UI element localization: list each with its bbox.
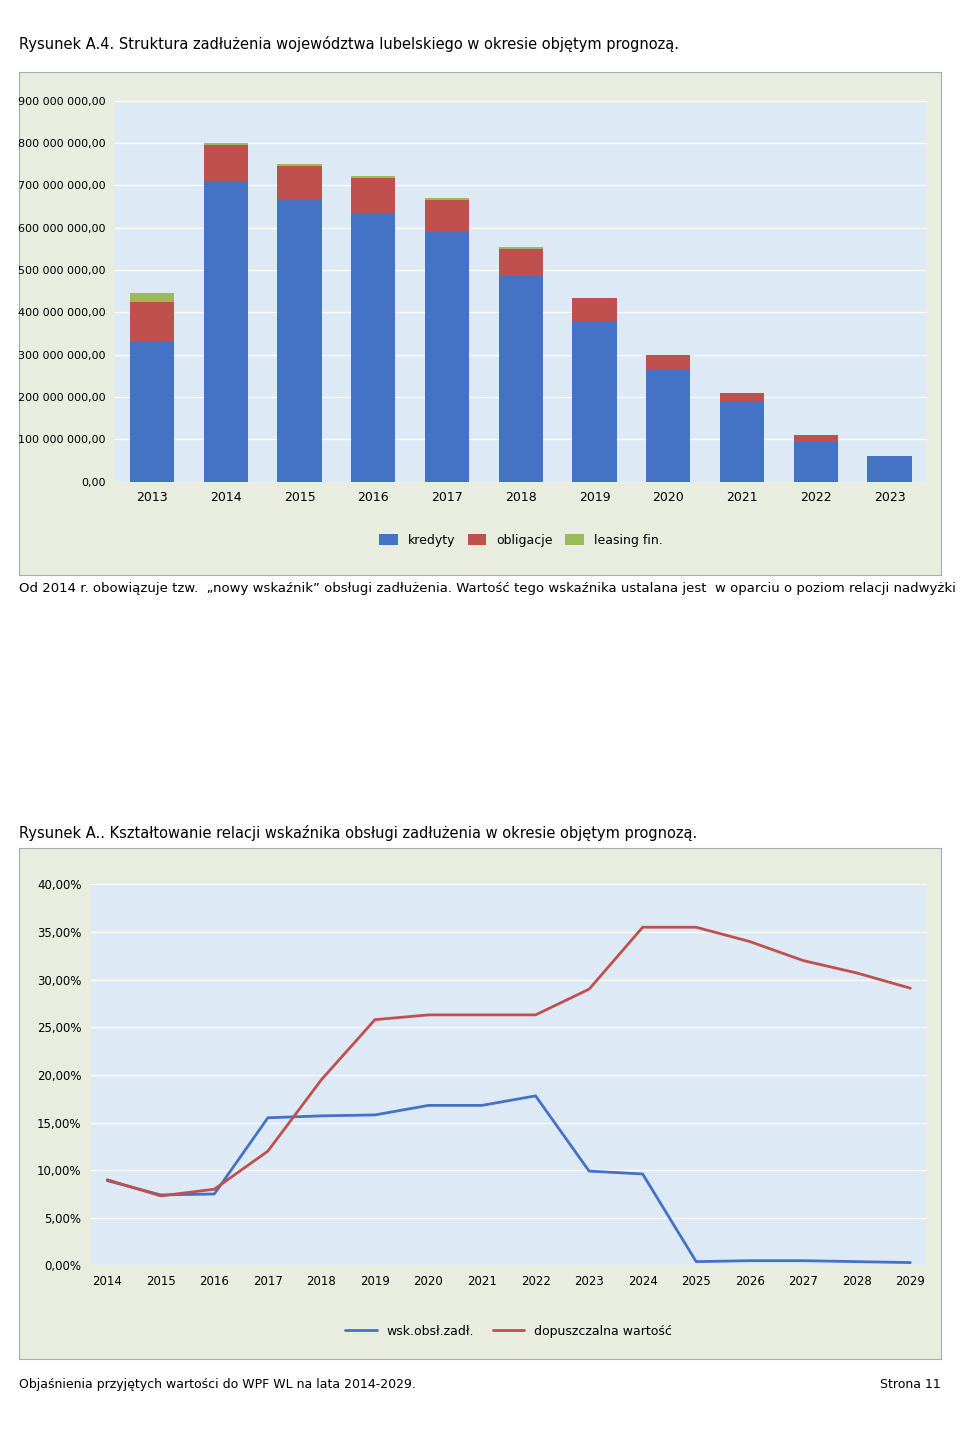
wsk.obsł.zadł. [636,1165,648,1182]
dopuszczalna wartość [208,1181,220,1198]
Bar [130,342,174,482]
dopuszczalna wartość [102,1171,113,1188]
Bar [204,142,248,145]
Bar [425,232,469,482]
wsk.obsł.zadł. [530,1087,541,1104]
Bar [277,167,322,200]
wsk.obsł.zadł. [422,1097,434,1114]
Bar [204,181,248,482]
Bar [498,249,543,276]
Text: Rysunek A.. Kształtowanie relacji wskaźnika obsługi zadłużenia w okresie objętym: Rysunek A.. Kształtowanie relacji wskaźn… [19,825,698,841]
Bar [868,456,912,482]
Text: Rysunek A.4. Struktura zadłużenia województwa lubelskiego w okresie objętym prog: Rysunek A.4. Struktura zadłużenia wojewó… [19,36,680,52]
Bar [351,175,396,178]
Bar [277,164,322,167]
Bar [794,436,838,441]
dopuszczalna wartość [262,1142,274,1159]
dopuszczalna wartość [476,1007,488,1024]
Bar [720,393,764,401]
dopuszczalna wartość [422,1007,434,1024]
Bar [794,441,838,482]
Bar [425,198,469,200]
Bar [572,298,616,321]
wsk.obsł.zadł. [798,1252,809,1270]
wsk.obsł.zadł. [744,1252,756,1270]
Bar [646,370,690,482]
Bar [498,247,543,249]
dopuszczalna wartość [370,1011,381,1028]
dopuszczalna wartość [316,1071,327,1089]
dopuszczalna wartość [155,1188,167,1205]
Text: Od 2014 r. obowiązuje tzw.  „nowy wskaźnik” obsługi zadłużenia. Wartość tego wsk: Od 2014 r. obowiązuje tzw. „nowy wskaźni… [19,582,960,595]
Bar [351,178,396,213]
Line: wsk.obsł.zadł.: wsk.obsł.zadł. [108,1096,910,1263]
Bar [498,276,543,482]
Bar [351,213,396,482]
wsk.obsł.zadł. [904,1254,916,1271]
Bar [130,302,174,342]
Text: Strona 11: Strona 11 [880,1378,941,1392]
Text: Objaśnienia przyjętych wartości do WPF WL na lata 2014-2029.: Objaśnienia przyjętych wartości do WPF W… [19,1378,416,1392]
wsk.obsł.zadł. [155,1186,167,1204]
Bar [130,293,174,302]
Bar [425,200,469,232]
wsk.obsł.zadł. [262,1109,274,1126]
dopuszczalna wartość [744,933,756,951]
dopuszczalna wartość [851,965,862,982]
wsk.obsł.zadł. [370,1106,381,1123]
Legend: kredyty, obligacje, leasing fin.: kredyty, obligacje, leasing fin. [373,529,668,552]
wsk.obsł.zadł. [851,1252,862,1270]
wsk.obsł.zadł. [690,1252,702,1270]
Line: dopuszczalna wartość: dopuszczalna wartość [108,928,910,1196]
wsk.obsł.zadł. [316,1107,327,1125]
Bar [572,321,616,482]
wsk.obsł.zadł. [476,1097,488,1114]
Bar [204,145,248,181]
dopuszczalna wartość [690,919,702,936]
dopuszczalna wartość [584,981,595,998]
dopuszczalna wartość [636,919,648,936]
Bar [646,355,690,370]
wsk.obsł.zadł. [584,1162,595,1179]
Bar [720,401,764,482]
dopuszczalna wartość [904,979,916,997]
Legend: wsk.obsł.zadł., dopuszczalna wartość: wsk.obsł.zadł., dopuszczalna wartość [341,1320,677,1343]
wsk.obsł.zadł. [208,1185,220,1202]
Bar [277,200,322,482]
dopuszczalna wartość [530,1007,541,1024]
dopuszczalna wartość [798,952,809,969]
wsk.obsł.zadł. [102,1172,113,1189]
